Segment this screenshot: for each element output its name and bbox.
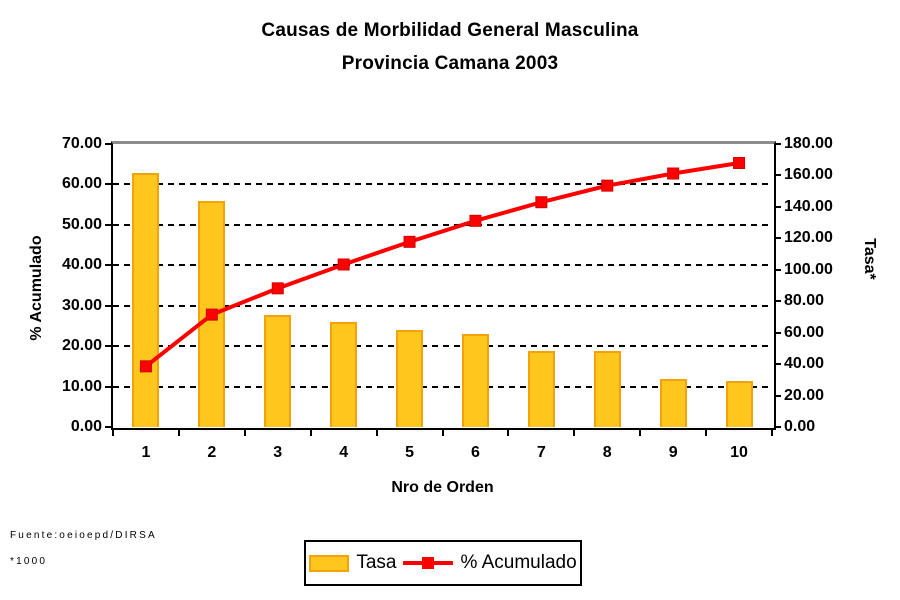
right-axis-tick xyxy=(774,363,781,366)
bar xyxy=(132,173,160,427)
left-axis-title: % Acumulado xyxy=(28,235,45,341)
bar xyxy=(593,350,621,427)
x-category-label: 2 xyxy=(207,444,217,461)
right-axis-tick-label: 60.00 xyxy=(784,323,825,341)
plot-area xyxy=(113,144,772,427)
gridline xyxy=(113,304,772,307)
left-axis-tick xyxy=(105,426,112,428)
left-axis-tick-label: 0.00 xyxy=(70,418,102,435)
x-category-label: 9 xyxy=(668,444,678,461)
x-axis-tick xyxy=(243,429,246,436)
left-axis-tick xyxy=(105,143,112,145)
legend: Tasa % Acumulado xyxy=(304,540,582,586)
left-axis-tick-label: 50.00 xyxy=(61,215,102,233)
x-category-label: 10 xyxy=(730,444,748,461)
left-axis-tick-label: 40.00 xyxy=(61,256,102,274)
chart-title-line2: Provincia Camana 2003 xyxy=(341,53,559,74)
bar xyxy=(725,381,753,427)
x-axis-tick xyxy=(639,429,642,436)
x-axis-tick xyxy=(375,429,378,436)
right-axis-tick xyxy=(774,205,781,208)
right-axis-tick-label: 140.00 xyxy=(784,197,833,215)
left-axis-tick xyxy=(105,183,112,186)
bar xyxy=(264,315,292,427)
right-axis-tick-label: 100.00 xyxy=(784,260,833,278)
x-category-label: 4 xyxy=(339,444,349,461)
right-axis-tick-label: 180.00 xyxy=(784,135,833,152)
x-category-label: 3 xyxy=(273,444,283,461)
line-marker xyxy=(469,214,482,227)
gridline xyxy=(113,223,772,226)
right-axis-tick-label: 0.00 xyxy=(784,418,816,435)
line-marker xyxy=(601,179,614,192)
line-marker xyxy=(139,360,152,373)
x-axis-tick xyxy=(441,429,444,436)
x-category-label: 6 xyxy=(470,444,480,461)
right-axis-tick xyxy=(774,143,781,145)
left-axis-tick-label: 70.00 xyxy=(61,135,102,152)
x-axis-tick xyxy=(573,429,576,436)
left-axis-tick xyxy=(105,345,112,348)
bar xyxy=(396,329,424,427)
bar xyxy=(659,379,687,427)
x-axis-tick xyxy=(705,429,708,436)
right-axis-tick xyxy=(774,300,781,303)
right-axis-tick-label: 120.00 xyxy=(784,229,833,247)
bar xyxy=(330,321,358,427)
right-axis-title: Tasa* xyxy=(861,238,878,280)
footnote-rate-multiplier: *1000 xyxy=(10,556,48,567)
x-axis-title: Nro de Orden xyxy=(391,479,494,496)
x-category-label: 7 xyxy=(536,444,546,461)
cumulative-line-layer xyxy=(139,157,746,373)
legend-bar-label: Tasa xyxy=(356,552,397,573)
x-axis-tick xyxy=(771,429,773,436)
bar xyxy=(461,334,489,427)
legend-line-marker xyxy=(422,557,435,569)
line-marker xyxy=(337,258,350,271)
line-marker xyxy=(205,308,218,321)
right-axis-tick xyxy=(774,268,781,271)
gridline xyxy=(113,345,772,348)
line-marker xyxy=(535,196,548,209)
x-axis-tick xyxy=(112,429,114,436)
right-axis-tick xyxy=(774,426,781,428)
x-category-label: 8 xyxy=(602,444,612,461)
left-axis-tick-label: 10.00 xyxy=(61,377,102,395)
right-axis-tick xyxy=(774,237,781,240)
right-axis-tick-label: 80.00 xyxy=(784,292,825,310)
right-axis-tick-label: 160.00 xyxy=(784,166,833,184)
left-axis-tick xyxy=(105,304,112,307)
cumulative-line xyxy=(144,161,740,368)
bar xyxy=(527,350,555,427)
x-axis-tick xyxy=(507,429,510,436)
right-axis-tick xyxy=(774,331,781,334)
right-axis-tick xyxy=(774,174,781,177)
line-marker xyxy=(733,157,746,170)
x-axis-tick xyxy=(177,429,180,436)
left-axis-tick xyxy=(105,223,112,226)
chart-title-line1: Causas de Morbilidad General Masculina xyxy=(261,20,639,41)
left-axis-tick-label: 60.00 xyxy=(61,175,102,193)
right-axis-tick xyxy=(774,394,781,397)
legend-bar-swatch xyxy=(309,554,350,572)
left-axis-tick xyxy=(105,385,112,388)
legend-line-icon xyxy=(403,554,454,572)
legend-line-label: % Acumulado xyxy=(460,552,577,573)
left-axis-tick-label: 20.00 xyxy=(61,337,102,355)
source-note: Fuente:oeioepd/DIRSA xyxy=(10,530,157,541)
gridline xyxy=(113,385,772,388)
x-axis-tick xyxy=(309,429,312,436)
gridline xyxy=(113,183,772,186)
right-axis-tick-label: 40.00 xyxy=(784,355,825,373)
gridline xyxy=(113,264,772,267)
line-marker xyxy=(271,282,284,295)
left-axis-tick xyxy=(105,264,112,267)
line-marker xyxy=(667,167,680,180)
x-category-label: 5 xyxy=(405,444,414,461)
x-category-label: 1 xyxy=(141,444,151,461)
line-marker xyxy=(403,235,416,248)
left-axis-tick-label: 30.00 xyxy=(61,296,102,314)
right-axis-tick-label: 20.00 xyxy=(784,386,825,404)
